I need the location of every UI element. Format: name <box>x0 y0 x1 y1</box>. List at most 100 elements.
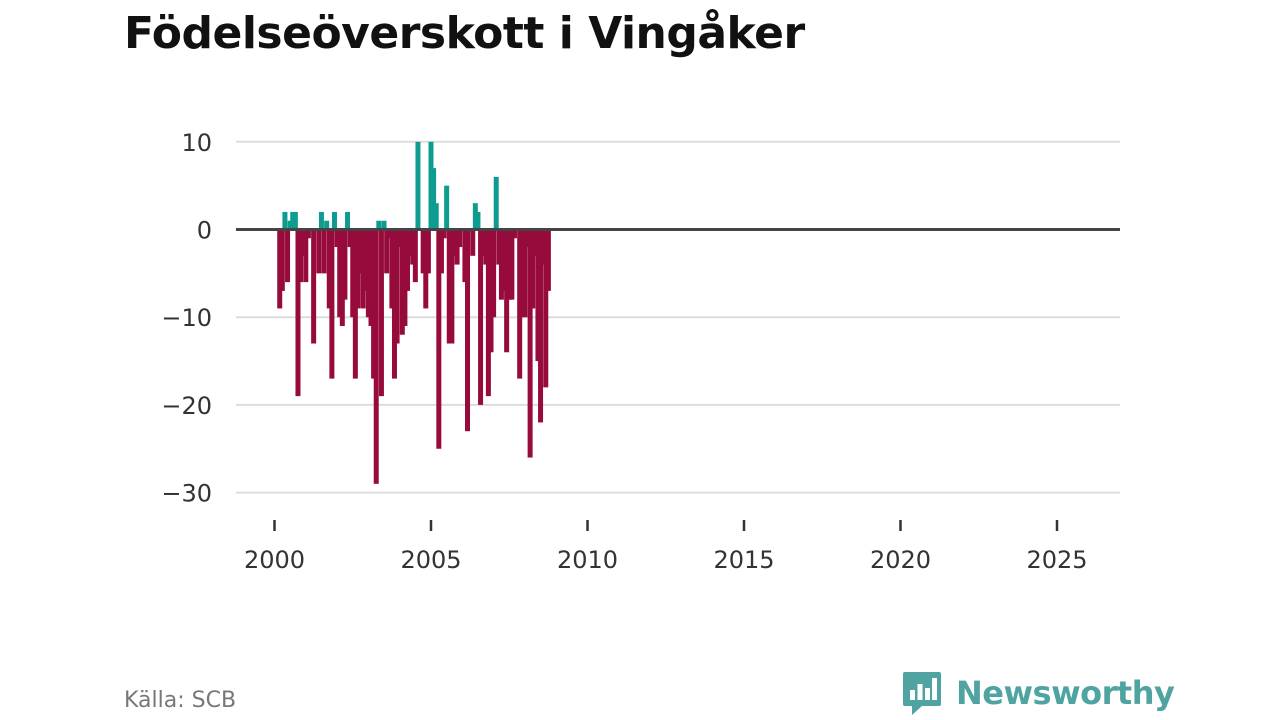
bar-negative <box>457 229 463 248</box>
bar-negative <box>391 229 397 379</box>
bar-negative <box>329 229 335 379</box>
bar-negative <box>358 229 364 274</box>
bar-negative <box>334 229 340 248</box>
bar-chart-bubble-icon <box>903 672 941 715</box>
bar-negative <box>305 229 311 239</box>
bar-positive <box>345 211 351 230</box>
x-tick-label: 2015 <box>713 546 774 574</box>
bar-negative <box>496 229 502 265</box>
bar-negative <box>506 229 512 300</box>
bar-negative <box>337 229 343 318</box>
bar-negative <box>326 229 332 309</box>
bar-negative <box>321 229 327 274</box>
bar-negative <box>449 229 455 344</box>
bar-negative <box>441 229 447 239</box>
bar-negative <box>538 229 544 423</box>
bar-negative <box>277 229 283 309</box>
brand-name: Newsworthy <box>956 674 1175 712</box>
axes: 10 0 −10 −20 −30 2000 2005 2010 2015 2020 2025 <box>161 129 1120 574</box>
bar-negative <box>517 229 523 379</box>
bar-negative <box>504 229 510 353</box>
bar-negative <box>342 229 348 300</box>
bar-positive <box>290 211 296 230</box>
bars <box>277 141 551 484</box>
bar-negative <box>511 229 517 239</box>
y-tick-label: −30 <box>161 480 212 508</box>
bar-negative <box>394 229 400 344</box>
bar-negative <box>298 229 304 283</box>
bar-negative <box>462 229 468 283</box>
bar-negative <box>373 229 379 484</box>
bar-negative <box>407 229 413 256</box>
bar-positive <box>433 203 439 230</box>
brand-logo: Newsworthy <box>902 670 1175 716</box>
bar-negative <box>378 229 384 397</box>
bar-positive <box>472 203 478 230</box>
bar-negative <box>365 229 371 318</box>
bar-negative <box>279 229 285 291</box>
x-tick-label: 2000 <box>244 546 305 574</box>
bar-positive <box>324 220 330 230</box>
bar-negative <box>535 229 541 362</box>
bar-negative <box>389 229 395 309</box>
bar-positive <box>292 211 298 230</box>
bar-positive <box>376 220 382 230</box>
bar-negative <box>360 229 366 309</box>
bar-negative <box>316 229 322 274</box>
bar-negative <box>451 229 457 256</box>
bar-negative <box>498 229 504 300</box>
bar-negative <box>350 229 356 318</box>
bar-negative <box>543 229 549 388</box>
bar-positive <box>431 168 437 230</box>
bar-negative <box>386 229 392 239</box>
bar-negative <box>501 229 507 291</box>
bar-negative <box>397 229 403 248</box>
bar-negative <box>384 229 390 274</box>
bar-negative <box>303 229 309 283</box>
bar-negative <box>532 229 538 256</box>
bar-positive <box>444 185 450 230</box>
bar-negative <box>446 229 452 344</box>
bar-negative <box>420 229 426 274</box>
bar-positive <box>318 211 324 230</box>
bar-negative <box>347 229 353 248</box>
bar-negative <box>485 229 491 397</box>
bar-negative <box>295 229 301 397</box>
bar-negative <box>525 229 531 248</box>
bar-negative <box>480 229 486 256</box>
bar-negative <box>491 229 497 318</box>
bar-negative <box>438 229 444 274</box>
y-tick-label: 0 <box>197 217 212 245</box>
bar-negative <box>405 229 411 291</box>
bar-negative <box>371 229 377 379</box>
bar-negative <box>311 229 317 344</box>
y-tick-label: −10 <box>161 304 212 332</box>
bar-negative <box>352 229 358 379</box>
bar-negative <box>540 229 546 265</box>
bar-positive <box>493 176 499 230</box>
bar-negative <box>412 229 418 283</box>
x-tick-label: 2025 <box>1026 546 1087 574</box>
bar-positive <box>415 141 421 230</box>
bar-negative <box>363 229 369 291</box>
bar-positive <box>287 220 293 230</box>
bar-negative <box>300 229 306 256</box>
bar-negative <box>465 229 471 432</box>
bar-negative <box>530 229 536 309</box>
x-tick-label: 2020 <box>870 546 931 574</box>
bar-negative <box>355 229 361 309</box>
bar-negative <box>368 229 374 326</box>
bar-negative <box>436 229 442 449</box>
bar-negative <box>402 229 408 326</box>
bar-negative <box>478 229 484 405</box>
bar-positive <box>331 211 337 230</box>
bar-negative <box>470 229 476 256</box>
y-tick-label: 10 <box>181 129 212 157</box>
bar-negative <box>339 229 345 326</box>
bar-negative <box>527 229 533 458</box>
bar-negative <box>519 229 525 318</box>
chart-title: Födelseöverskott i Vingåker <box>124 8 805 59</box>
bar-positive <box>381 220 387 230</box>
bar-negative <box>454 229 460 265</box>
bar-negative <box>410 229 416 265</box>
